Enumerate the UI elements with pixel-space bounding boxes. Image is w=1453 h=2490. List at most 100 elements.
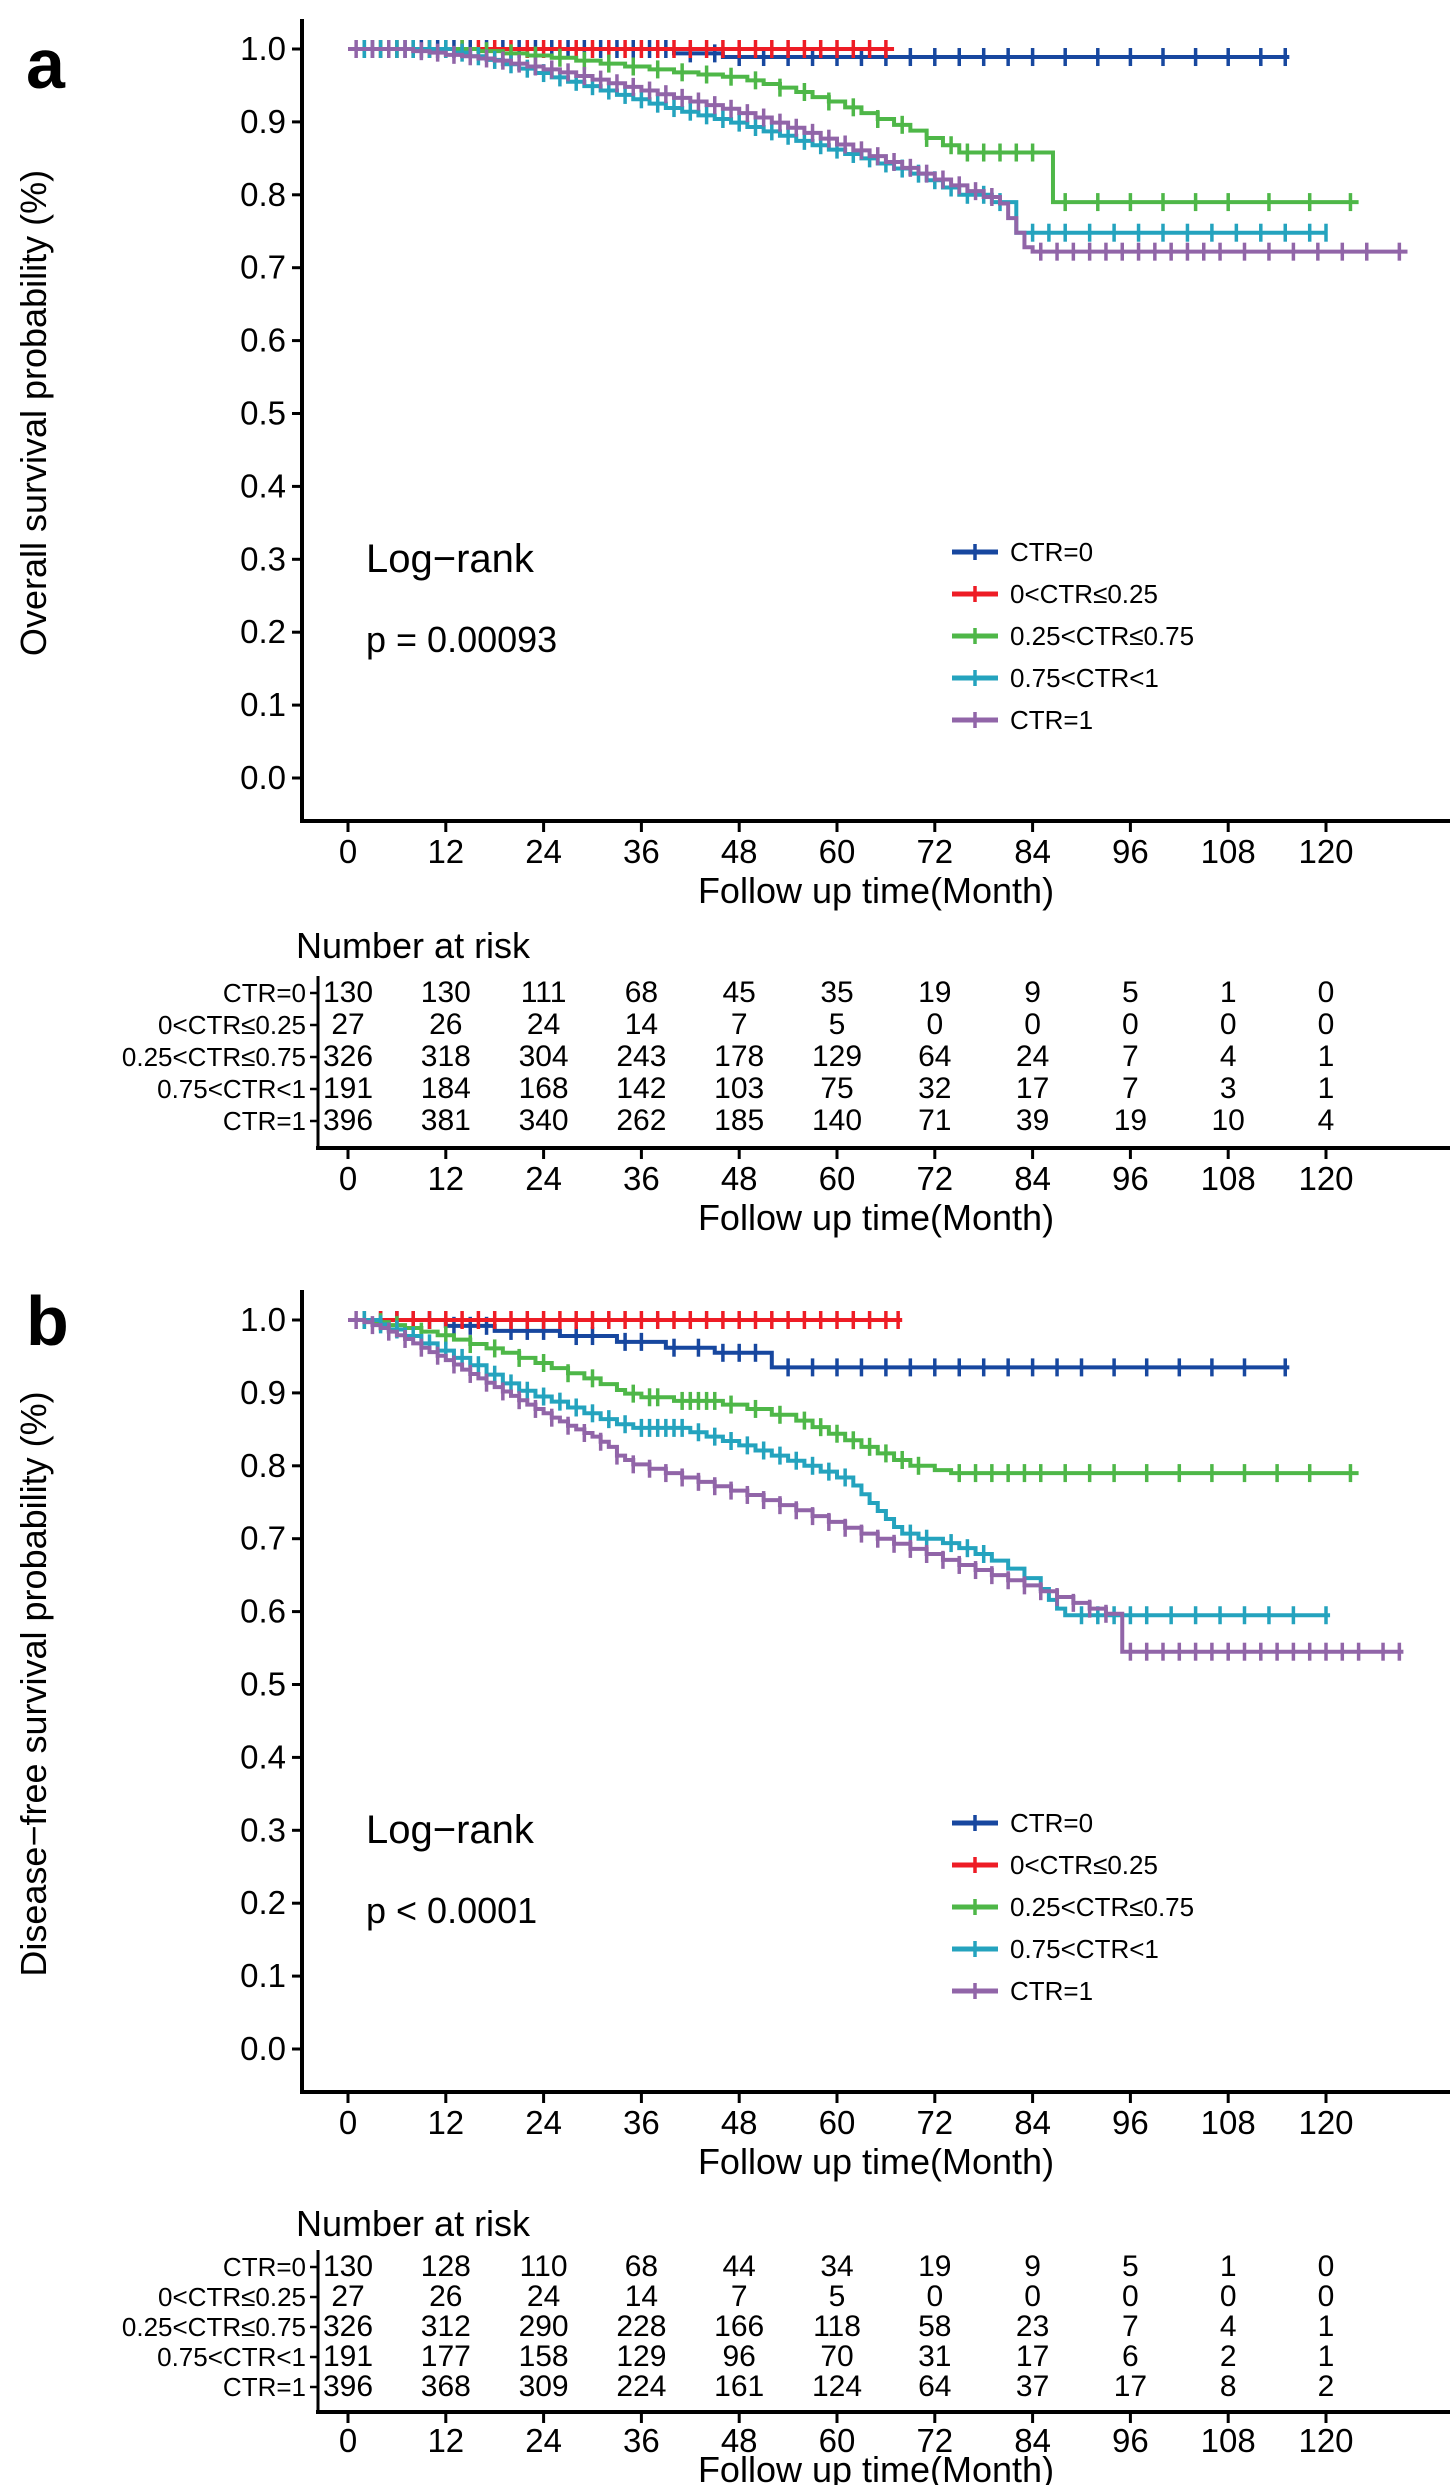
y-tick-label: 0.7 bbox=[240, 1520, 286, 1557]
risk-count: 309 bbox=[519, 2370, 569, 2403]
log-rank-label: Log−rank bbox=[366, 537, 535, 581]
risk-count: 75 bbox=[820, 1072, 853, 1105]
number-at-risk-title: Number at risk bbox=[296, 2203, 531, 2244]
y-tick-label: 0.3 bbox=[240, 540, 286, 577]
risk-count: 130 bbox=[421, 976, 471, 1009]
risk-x-tick-label: 108 bbox=[1201, 1160, 1256, 1197]
risk-count: 140 bbox=[812, 1104, 862, 1137]
risk-count: 2 bbox=[1318, 2370, 1335, 2403]
risk-count: 9 bbox=[1024, 976, 1041, 1009]
risk-count: 17 bbox=[1016, 2340, 1049, 2373]
risk-count: 58 bbox=[918, 2310, 951, 2343]
x-tick-label: 108 bbox=[1201, 833, 1256, 870]
panel-letter: a bbox=[26, 25, 66, 103]
risk-count: 0 bbox=[1220, 2280, 1237, 2313]
risk-count: 9 bbox=[1024, 2250, 1041, 2283]
y-tick-label: 0.9 bbox=[240, 103, 286, 140]
risk-count: 24 bbox=[1016, 1040, 1049, 1073]
legend-label: CTR=1 bbox=[1010, 705, 1093, 735]
y-tick-label: 0.8 bbox=[240, 1447, 286, 1484]
km-curves bbox=[348, 40, 1408, 261]
panel-a-svg: a Overall survival probability (%) 1.0 0.… bbox=[13, 19, 1450, 1238]
risk-count: 177 bbox=[421, 2340, 471, 2373]
risk-count: 5 bbox=[1122, 2250, 1139, 2283]
risk-count: 19 bbox=[1114, 1104, 1147, 1137]
risk-x-tick-label: 96 bbox=[1112, 1160, 1149, 1197]
risk-count: 0 bbox=[1024, 1008, 1041, 1041]
x-tick-label: 60 bbox=[819, 833, 856, 870]
km-curve-0-25-ctr-0-75 bbox=[348, 1318, 1359, 1476]
legend-item-0-ctr-0-25: 0<CTR≤0.25 bbox=[952, 1850, 1158, 1880]
km-curve-0-25-ctr-0-75 bbox=[348, 47, 1359, 205]
legend-label: 0<CTR≤0.25 bbox=[1010, 1850, 1158, 1880]
legend-item-ctr-0: CTR=0 bbox=[952, 1808, 1093, 1838]
risk-count: 96 bbox=[723, 2340, 756, 2373]
risk-row-ctr-1: CTR=1 396 381 340 262 185 140 71 39 19 10 4 bbox=[223, 1104, 1334, 1137]
x-tick-label: 12 bbox=[427, 2104, 464, 2141]
y-tick-label: 0.5 bbox=[240, 1666, 286, 1703]
risk-count: 0 bbox=[1318, 2250, 1335, 2283]
risk-row-label: 0.75<CTR<1 bbox=[157, 2342, 306, 2372]
y-tick-label: 0.2 bbox=[240, 1884, 286, 1921]
risk-x-tick-label: 72 bbox=[916, 2422, 953, 2459]
risk-count: 26 bbox=[429, 1008, 462, 1041]
x-tick-label: 120 bbox=[1298, 2104, 1353, 2141]
risk-count: 3 bbox=[1220, 1072, 1237, 1105]
risk-x-tick-label: 96 bbox=[1112, 2422, 1149, 2459]
risk-x-tick-label: 60 bbox=[819, 1160, 856, 1197]
risk-count: 7 bbox=[1122, 1040, 1139, 1073]
risk-count: 5 bbox=[1122, 976, 1139, 1009]
y-tick-label: 0.9 bbox=[240, 1374, 286, 1411]
risk-count: 14 bbox=[625, 1008, 658, 1041]
risk-count: 64 bbox=[918, 1040, 951, 1073]
risk-count: 32 bbox=[918, 1072, 951, 1105]
risk-count: 24 bbox=[527, 1008, 560, 1041]
risk-count: 1 bbox=[1220, 976, 1237, 1009]
risk-count: 128 bbox=[421, 2250, 471, 2283]
risk-count: 4 bbox=[1220, 2310, 1237, 2343]
risk-row-label: CTR=1 bbox=[223, 2372, 306, 2402]
risk-x-tick-label: 0 bbox=[339, 1160, 357, 1197]
censor-marks-ctr-1 bbox=[354, 40, 1402, 261]
y-tick-label: 0.2 bbox=[240, 613, 286, 650]
risk-count: 129 bbox=[616, 2340, 666, 2373]
risk-row-label: 0.75<CTR<1 bbox=[157, 1074, 306, 1104]
km-curve-0-75-ctr-1 bbox=[348, 1318, 1331, 1618]
x-tick-label: 96 bbox=[1112, 2104, 1149, 2141]
risk-count: 0 bbox=[1318, 2280, 1335, 2313]
risk-x-tick-label: 84 bbox=[1014, 2422, 1051, 2459]
risk-count: 34 bbox=[820, 2250, 853, 2283]
risk-count: 228 bbox=[616, 2310, 666, 2343]
risk-x-tick-label: 108 bbox=[1201, 2422, 1256, 2459]
legend-item-0-75-ctr-1: 0.75<CTR<1 bbox=[952, 663, 1159, 693]
risk-count: 0 bbox=[926, 2280, 943, 2313]
p-value: p = 0.00093 bbox=[366, 619, 557, 660]
y-tick-label: 1.0 bbox=[240, 1301, 286, 1338]
risk-count: 1 bbox=[1318, 1040, 1335, 1073]
risk-count: 6 bbox=[1122, 2340, 1139, 2373]
y-axis-title: Overall survival probability (%) bbox=[13, 170, 54, 656]
risk-count: 5 bbox=[829, 1008, 846, 1041]
risk-count: 224 bbox=[616, 2370, 666, 2403]
risk-count: 124 bbox=[812, 2370, 862, 2403]
log-rank-label: Log−rank bbox=[366, 1808, 535, 1852]
risk-count: 396 bbox=[323, 1104, 373, 1137]
legend-label: CTR=0 bbox=[1010, 1808, 1093, 1838]
risk-x-tick-label: 84 bbox=[1014, 1160, 1051, 1197]
risk-count: 340 bbox=[519, 1104, 569, 1137]
risk-count: 8 bbox=[1220, 2370, 1237, 2403]
risk-count: 243 bbox=[616, 1040, 666, 1073]
risk-count: 68 bbox=[625, 976, 658, 1009]
x-axis-title: Follow up time(Month) bbox=[698, 2141, 1054, 2182]
risk-count: 0 bbox=[1220, 1008, 1237, 1041]
risk-count: 7 bbox=[731, 1008, 748, 1041]
risk-count: 312 bbox=[421, 2310, 471, 2343]
y-tick-label: 0.8 bbox=[240, 176, 286, 213]
number-at-risk-title: Number at risk bbox=[296, 925, 531, 966]
risk-row-label: CTR=1 bbox=[223, 1106, 306, 1136]
risk-count: 44 bbox=[723, 2250, 756, 2283]
risk-count: 161 bbox=[714, 2370, 764, 2403]
x-tick-label: 24 bbox=[525, 833, 562, 870]
